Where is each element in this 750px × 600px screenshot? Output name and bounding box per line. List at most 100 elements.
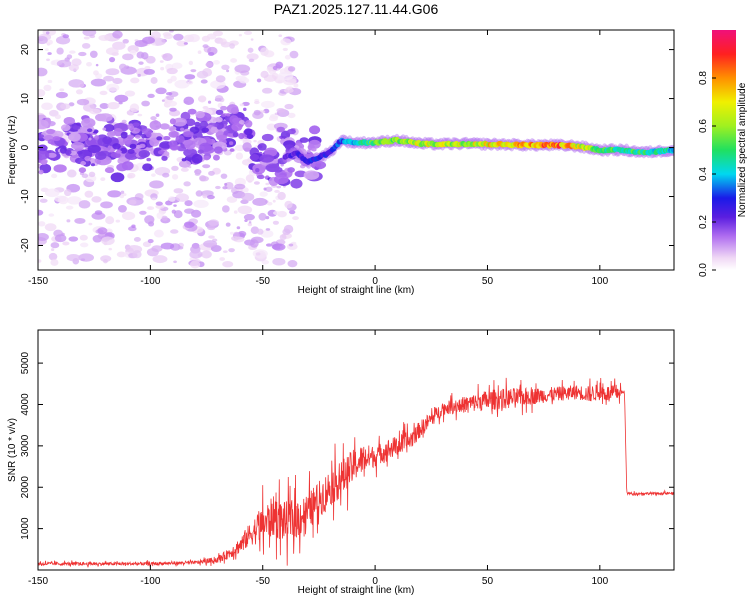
spectral-noise-blob [109, 56, 116, 63]
spectral-noise-blob [202, 44, 209, 48]
snr-x-tick-label: -150 [28, 576, 48, 587]
spectral-noise-blob [112, 30, 123, 39]
spectrogram-y-tick-label: -20 [20, 238, 31, 253]
spectral-energy-blob [161, 155, 168, 161]
spectral-energy-blob [104, 167, 115, 174]
spectral-noise-blob [220, 173, 228, 179]
spectrogram-y-tick-label: 10 [20, 93, 31, 105]
spectral-noise-blob [162, 172, 170, 178]
spectral-noise-blob [253, 139, 257, 143]
spectral-energy-blob [307, 149, 311, 153]
spectral-energy-blob [284, 144, 294, 150]
spectral-noise-blob [66, 254, 81, 262]
spectral-energy-blob [313, 172, 318, 176]
spectral-energy-blob [68, 132, 81, 142]
spectral-noise-blob [149, 180, 164, 189]
spectral-noise-blob [144, 215, 155, 224]
spectral-energy-blob [87, 128, 93, 133]
spectral-noise-blob [284, 54, 291, 60]
spectral-noise-blob [162, 53, 173, 61]
spectral-noise-blob [183, 221, 195, 229]
spectral-noise-blob [249, 239, 259, 248]
spectral-noise-blob [48, 252, 58, 261]
spectral-noise-blob [289, 50, 299, 59]
spectral-noise-blob [202, 194, 208, 199]
spectral-noise-blob [258, 212, 267, 221]
spectral-energy-blob [162, 136, 171, 141]
spectral-noise-blob [81, 42, 91, 49]
spectral-energy-blob [175, 135, 185, 143]
spectral-noise-blob [171, 62, 183, 69]
snr-y-tick-label: 5000 [20, 352, 31, 375]
spectral-energy-blob [309, 125, 321, 135]
spectral-energy-blob [134, 134, 141, 139]
spectral-energy-blob [243, 107, 247, 112]
spectrogram-x-tick-label: 0 [372, 276, 378, 287]
spectral-noise-blob [151, 43, 156, 46]
spectral-energy-blob [276, 126, 285, 133]
spectral-noise-blob [287, 112, 296, 119]
spectral-energy-blob [220, 105, 228, 111]
spectral-energy-blob [183, 148, 198, 157]
spectral-noise-blob [50, 258, 59, 266]
spectral-noise-blob [206, 195, 215, 200]
spectral-noise-blob [220, 41, 231, 48]
spectral-noise-blob [224, 182, 228, 186]
snr-y-axis-title: SNR (10 * v/v) [7, 418, 18, 482]
spectral-energy-blob [127, 123, 135, 131]
spectral-energy-blob [124, 151, 139, 160]
spectral-noise-blob [145, 55, 156, 64]
spectral-energy-blob [157, 150, 166, 155]
spectral-noise-blob [272, 199, 276, 203]
spectral-noise-blob [137, 73, 141, 77]
spectral-energy-blob [249, 154, 260, 161]
spectral-noise-blob [208, 235, 215, 239]
snr-y-tick-label: 2000 [20, 476, 31, 499]
spectral-noise-blob [106, 83, 120, 92]
spectral-noise-blob [136, 51, 145, 59]
spectral-noise-blob [150, 116, 157, 121]
spectral-noise-blob [225, 222, 231, 227]
spectral-noise-blob [234, 64, 251, 74]
spectral-noise-blob [100, 255, 112, 262]
spectral-noise-blob [47, 79, 53, 84]
spectral-noise-blob [173, 260, 177, 264]
spectral-noise-blob [56, 59, 72, 68]
spectral-noise-blob [292, 216, 299, 221]
spectral-noise-blob [88, 222, 93, 226]
spectral-noise-blob [95, 63, 99, 67]
spectral-noise-blob [50, 60, 56, 66]
spectral-noise-blob [201, 250, 212, 259]
spectral-noise-blob [55, 91, 68, 99]
spectral-noise-blob [165, 92, 173, 96]
spectral-energy-blob [77, 126, 91, 134]
spectral-noise-blob [161, 99, 165, 102]
spectral-noise-blob [99, 103, 109, 109]
spectral-noise-blob [133, 237, 141, 242]
spectral-energy-blob [203, 155, 211, 161]
spectral-noise-blob [229, 231, 234, 235]
spectral-noise-blob [238, 77, 250, 84]
spectral-noise-blob [278, 34, 283, 38]
spectral-noise-blob [38, 221, 46, 227]
spectral-noise-blob [242, 101, 250, 107]
spectral-noise-blob [260, 100, 275, 109]
spectral-noise-blob [173, 210, 183, 219]
spectral-noise-blob [119, 63, 127, 71]
spectral-energy-blob [116, 163, 128, 172]
spectral-noise-blob [142, 241, 152, 248]
spectral-noise-blob [134, 39, 148, 48]
spectral-noise-blob [274, 189, 280, 193]
spectral-noise-blob [268, 68, 277, 75]
spectral-noise-blob [276, 185, 282, 189]
spectral-energy-blob [65, 150, 72, 155]
spectral-noise-blob [155, 113, 160, 118]
spectral-noise-blob [71, 58, 82, 67]
spectral-noise-blob [122, 53, 134, 61]
spectral-noise-blob [100, 201, 113, 209]
spectral-noise-blob [283, 224, 294, 234]
spectral-energy-blob [187, 108, 197, 115]
spectral-noise-blob [284, 200, 293, 209]
snr-x-axis-title: Height of straight line (km) [298, 585, 415, 596]
